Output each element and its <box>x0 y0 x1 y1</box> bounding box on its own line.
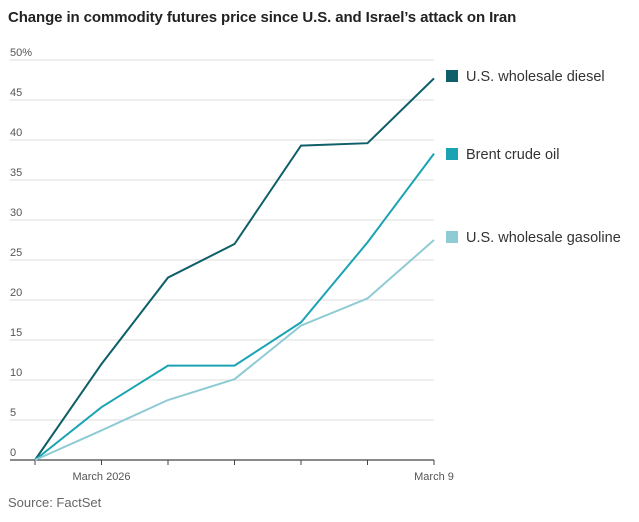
y-tick-label: 50% <box>10 47 32 59</box>
legend-label: Brent crude oil <box>466 147 560 163</box>
series-lines <box>34 77 435 461</box>
y-tick-label: 40 <box>10 127 22 139</box>
chart-title: Change in commodity futures price since … <box>8 9 517 26</box>
y-tick-label: 25 <box>10 247 22 259</box>
legend-swatch <box>446 70 458 82</box>
y-tick-label: 20 <box>10 287 22 299</box>
source-note: Source: FactSet <box>8 495 102 510</box>
y-tick-label: 15 <box>10 327 22 339</box>
series-line <box>34 77 435 461</box>
y-tick-label: 5 <box>10 407 16 419</box>
legend-label: U.S. wholesale gasoline <box>466 230 621 246</box>
series-line <box>34 239 435 461</box>
legend-swatch <box>446 148 458 160</box>
y-tick-label: 45 <box>10 87 22 99</box>
legend: U.S. wholesale diesel Brent crude oil U.S.… <box>446 69 621 246</box>
x-tick-label: March 2026 <box>72 471 130 483</box>
x-axis-ticks: March 2026 March 9 <box>34 460 454 483</box>
y-tick-label: 10 <box>10 367 22 379</box>
legend-label: U.S. wholesale diesel <box>466 69 605 85</box>
y-tick-label: 35 <box>10 167 22 179</box>
y-tick-label: 30 <box>10 207 22 219</box>
gridlines <box>10 59 434 461</box>
x-tick-label: March 9 <box>414 471 454 483</box>
series-line <box>34 153 435 461</box>
y-axis-ticks: 0 5 10 15 20 25 30 35 40 45 50% <box>10 47 32 459</box>
legend-swatch <box>446 231 458 243</box>
y-tick-label: 0 <box>10 447 16 459</box>
